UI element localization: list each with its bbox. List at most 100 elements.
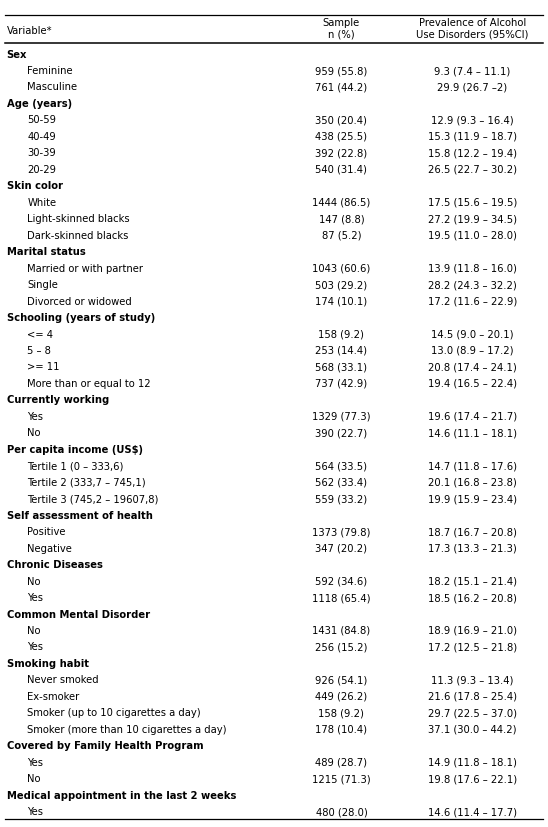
Text: 158 (9.2): 158 (9.2) xyxy=(318,709,364,719)
Text: 350 (20.4): 350 (20.4) xyxy=(316,116,367,126)
Text: 14.7 (11.8 – 17.6): 14.7 (11.8 – 17.6) xyxy=(428,461,517,471)
Text: Variable*: Variable* xyxy=(7,26,52,36)
Text: 390 (22.7): 390 (22.7) xyxy=(315,428,368,438)
Text: 959 (55.8): 959 (55.8) xyxy=(315,66,368,76)
Text: 29.9 (26.7 –2): 29.9 (26.7 –2) xyxy=(437,83,507,93)
Text: 18.2 (15.1 – 21.4): 18.2 (15.1 – 21.4) xyxy=(428,576,517,586)
Text: Negative: Negative xyxy=(27,543,72,553)
Text: White: White xyxy=(27,198,56,208)
Text: No: No xyxy=(27,428,41,438)
Text: Common Mental Disorder: Common Mental Disorder xyxy=(7,609,150,619)
Text: 253 (14.4): 253 (14.4) xyxy=(316,346,367,356)
Text: 14.9 (11.8 – 18.1): 14.9 (11.8 – 18.1) xyxy=(428,758,517,767)
Text: Skin color: Skin color xyxy=(7,181,62,191)
Text: Age (years): Age (years) xyxy=(7,99,72,109)
Text: 256 (15.2): 256 (15.2) xyxy=(315,643,368,653)
Text: 178 (10.4): 178 (10.4) xyxy=(316,724,367,735)
Text: No: No xyxy=(27,576,41,586)
Text: 13.9 (11.8 – 16.0): 13.9 (11.8 – 16.0) xyxy=(428,264,517,274)
Text: 347 (20.2): 347 (20.2) xyxy=(316,543,367,553)
Text: 737 (42.9): 737 (42.9) xyxy=(315,379,368,389)
Text: No: No xyxy=(27,626,41,636)
Text: More than or equal to 12: More than or equal to 12 xyxy=(27,379,151,389)
Text: Schooling (years of study): Schooling (years of study) xyxy=(7,313,155,323)
Text: 489 (28.7): 489 (28.7) xyxy=(316,758,367,767)
Text: 503 (29.2): 503 (29.2) xyxy=(315,280,368,290)
Text: 20-29: 20-29 xyxy=(27,165,56,174)
Text: Marital status: Marital status xyxy=(7,247,85,257)
Text: Medical appointment in the last 2 weeks: Medical appointment in the last 2 weeks xyxy=(7,791,236,801)
Text: 19.5 (11.0 – 28.0): 19.5 (11.0 – 28.0) xyxy=(428,231,517,241)
Text: 20.8 (17.4 – 24.1): 20.8 (17.4 – 24.1) xyxy=(428,362,517,372)
Text: 17.2 (12.5 – 21.8): 17.2 (12.5 – 21.8) xyxy=(428,643,517,653)
Text: 568 (33.1): 568 (33.1) xyxy=(316,362,367,372)
Text: 14.5 (9.0 – 20.1): 14.5 (9.0 – 20.1) xyxy=(431,329,513,340)
Text: 19.4 (16.5 – 22.4): 19.4 (16.5 – 22.4) xyxy=(428,379,517,389)
Text: Dark-skinned blacks: Dark-skinned blacks xyxy=(27,231,129,241)
Text: Currently working: Currently working xyxy=(7,395,109,405)
Text: 27.2 (19.9 – 34.5): 27.2 (19.9 – 34.5) xyxy=(428,214,517,224)
Text: 1329 (77.3): 1329 (77.3) xyxy=(312,412,370,422)
Text: 564 (33.5): 564 (33.5) xyxy=(316,461,367,471)
Text: >= 11: >= 11 xyxy=(27,362,60,372)
Text: Divorced or widowed: Divorced or widowed xyxy=(27,297,132,307)
Text: 26.5 (22.7 – 30.2): 26.5 (22.7 – 30.2) xyxy=(428,165,517,174)
Text: 28.2 (24.3 – 32.2): 28.2 (24.3 – 32.2) xyxy=(428,280,517,290)
Text: Covered by Family Health Program: Covered by Family Health Program xyxy=(7,741,203,751)
Text: Yes: Yes xyxy=(27,807,43,817)
Text: 18.9 (16.9 – 21.0): 18.9 (16.9 – 21.0) xyxy=(428,626,517,636)
Text: Masculine: Masculine xyxy=(27,83,77,93)
Text: Single: Single xyxy=(27,280,58,290)
Text: 30-39: 30-39 xyxy=(27,148,56,158)
Text: 19.9 (15.9 – 23.4): 19.9 (15.9 – 23.4) xyxy=(428,495,517,504)
Text: 1373 (79.8): 1373 (79.8) xyxy=(312,527,370,538)
Text: 480 (28.0): 480 (28.0) xyxy=(316,807,367,817)
Text: 15.8 (12.2 – 19.4): 15.8 (12.2 – 19.4) xyxy=(428,148,517,158)
Text: Self assessment of health: Self assessment of health xyxy=(7,511,152,521)
Text: 15.3 (11.9 – 18.7): 15.3 (11.9 – 18.7) xyxy=(428,131,517,142)
Text: 11.3 (9.3 – 13.4): 11.3 (9.3 – 13.4) xyxy=(431,676,513,686)
Text: 17.5 (15.6 – 19.5): 17.5 (15.6 – 19.5) xyxy=(428,198,517,208)
Text: Yes: Yes xyxy=(27,643,43,653)
Text: 449 (26.2): 449 (26.2) xyxy=(315,692,368,702)
Text: 14.6 (11.1 – 18.1): 14.6 (11.1 – 18.1) xyxy=(428,428,517,438)
Text: No: No xyxy=(27,774,41,784)
Text: Tertile 2 (333,7 – 745,1): Tertile 2 (333,7 – 745,1) xyxy=(27,478,146,488)
Text: 21.6 (17.8 – 25.4): 21.6 (17.8 – 25.4) xyxy=(428,692,517,702)
Text: 40-49: 40-49 xyxy=(27,131,56,142)
Text: Per capita income (US$): Per capita income (US$) xyxy=(7,445,142,455)
Text: 926 (54.1): 926 (54.1) xyxy=(315,676,368,686)
Text: 562 (33.4): 562 (33.4) xyxy=(316,478,367,488)
Text: 1431 (84.8): 1431 (84.8) xyxy=(312,626,370,636)
Text: Light-skinned blacks: Light-skinned blacks xyxy=(27,214,130,224)
Text: 158 (9.2): 158 (9.2) xyxy=(318,329,364,340)
Text: 87 (5.2): 87 (5.2) xyxy=(322,231,361,241)
Text: Sample
n (%): Sample n (%) xyxy=(323,18,360,40)
Text: 17.2 (11.6 – 22.9): 17.2 (11.6 – 22.9) xyxy=(428,297,517,307)
Text: 12.9 (9.3 – 16.4): 12.9 (9.3 – 16.4) xyxy=(431,116,513,126)
Text: 1444 (86.5): 1444 (86.5) xyxy=(312,198,370,208)
Text: 5 – 8: 5 – 8 xyxy=(27,346,52,356)
Text: <= 4: <= 4 xyxy=(27,329,53,340)
Text: 592 (34.6): 592 (34.6) xyxy=(315,576,368,586)
Text: Chronic Diseases: Chronic Diseases xyxy=(7,560,102,570)
Text: Prevalence of Alcohol
Use Disorders (95%CI): Prevalence of Alcohol Use Disorders (95%… xyxy=(416,18,529,40)
Text: 19.8 (17.6 – 22.1): 19.8 (17.6 – 22.1) xyxy=(428,774,517,784)
Text: Feminine: Feminine xyxy=(27,66,73,76)
Text: Yes: Yes xyxy=(27,593,43,603)
Text: 29.7 (22.5 – 37.0): 29.7 (22.5 – 37.0) xyxy=(428,709,517,719)
Text: 147 (8.8): 147 (8.8) xyxy=(318,214,364,224)
Text: 559 (33.2): 559 (33.2) xyxy=(315,495,368,504)
Text: 438 (25.5): 438 (25.5) xyxy=(316,131,367,142)
Text: 9.3 (7.4 – 11.1): 9.3 (7.4 – 11.1) xyxy=(434,66,511,76)
Text: Ex-smoker: Ex-smoker xyxy=(27,692,79,702)
Text: Smoker (more than 10 cigarettes a day): Smoker (more than 10 cigarettes a day) xyxy=(27,724,227,735)
Text: 1043 (60.6): 1043 (60.6) xyxy=(312,264,370,274)
Text: Yes: Yes xyxy=(27,758,43,767)
Text: 37.1 (30.0 – 44.2): 37.1 (30.0 – 44.2) xyxy=(428,724,517,735)
Text: Never smoked: Never smoked xyxy=(27,676,99,686)
Text: 174 (10.1): 174 (10.1) xyxy=(315,297,368,307)
Text: 19.6 (17.4 – 21.7): 19.6 (17.4 – 21.7) xyxy=(428,412,517,422)
Text: 18.7 (16.7 – 20.8): 18.7 (16.7 – 20.8) xyxy=(428,527,517,538)
Text: 392 (22.8): 392 (22.8) xyxy=(315,148,368,158)
